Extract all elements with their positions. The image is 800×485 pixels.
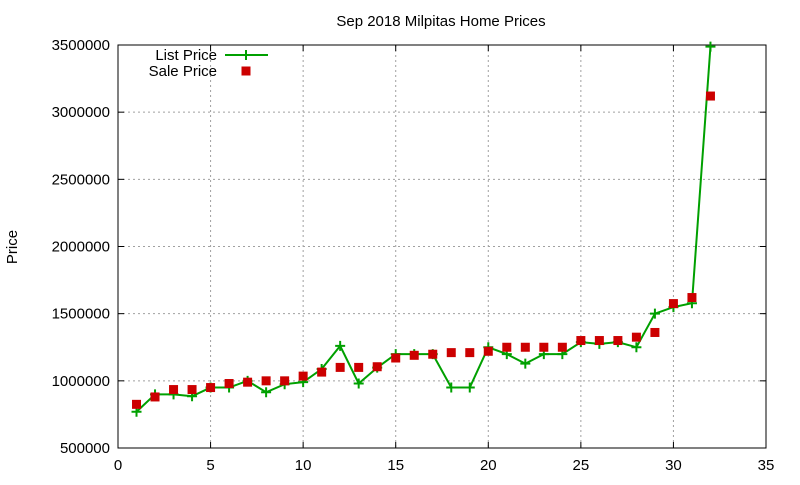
sale-price-point — [520, 342, 530, 352]
list-price-point — [705, 41, 716, 52]
list-price-point — [353, 378, 364, 389]
sale-price-point — [354, 362, 364, 372]
sale-price-point — [668, 299, 678, 309]
list-price-point — [631, 342, 642, 353]
sale-price-point — [446, 348, 456, 358]
y-tick-label: 2500000 — [52, 171, 110, 188]
sale-price-point — [631, 332, 641, 342]
sale-price-point — [150, 392, 160, 402]
x-tick-label: 35 — [758, 457, 775, 474]
y-tick-label: 1000000 — [52, 373, 110, 390]
list-price-point — [335, 340, 346, 351]
x-tick-label: 10 — [295, 457, 312, 474]
sale-price-point — [465, 348, 475, 358]
x-tick-label: 30 — [665, 457, 682, 474]
x-tick-label: 20 — [480, 457, 497, 474]
sale-price-point — [557, 342, 567, 352]
x-tick-label: 15 — [387, 457, 404, 474]
sale-price-point — [391, 353, 401, 363]
list-price-point — [261, 387, 272, 398]
legend-label-list-price: List Price — [155, 47, 217, 64]
sale-price-point — [613, 336, 623, 346]
sale-price-point — [409, 350, 419, 360]
x-tick-label: 25 — [573, 457, 590, 474]
list-price-line — [135, 46, 712, 413]
sale-price-point — [372, 362, 382, 372]
sale-price-point — [187, 385, 197, 395]
sale-price-point — [576, 336, 586, 346]
legend: List Price Sale Price — [149, 47, 268, 80]
legend-marker-sale-price — [241, 66, 251, 76]
sale-price-point — [539, 342, 549, 352]
sale-price-point — [317, 367, 327, 377]
sale-price-point — [224, 379, 234, 389]
plot-frame — [117, 44, 767, 449]
legend-label-sale-price: Sale Price — [149, 63, 217, 80]
y-axis-label: Price — [4, 230, 21, 264]
chart-title: Sep 2018 Milpitas Home Prices — [336, 13, 545, 30]
y-tick-label: 500000 — [60, 440, 110, 457]
sale-price-point — [483, 346, 493, 356]
sale-price-point — [335, 362, 345, 372]
list-price-point — [520, 358, 531, 369]
sale-price-point — [280, 376, 290, 386]
sale-price-point — [502, 342, 512, 352]
y-tick-label: 2000000 — [52, 239, 110, 256]
list-price-point — [464, 382, 475, 393]
sale-price-point — [206, 383, 216, 393]
sale-price-point — [243, 377, 253, 387]
sale-price-point — [298, 371, 308, 381]
x-tick-label: 0 — [114, 457, 122, 474]
sale-price-point — [261, 376, 271, 386]
sale-price-point — [169, 385, 179, 395]
sale-price-point — [428, 349, 438, 359]
y-tick-label: 1500000 — [52, 306, 110, 323]
sale-price-point — [594, 336, 604, 346]
list-price-point — [649, 308, 660, 319]
y-tick-label: 3500000 — [52, 37, 110, 54]
sale-price-point — [705, 91, 715, 101]
sale-price-point — [132, 399, 142, 409]
legend-marker-list-price — [241, 50, 251, 60]
sale-price-point — [650, 327, 660, 337]
x-tick-label: 5 — [206, 457, 214, 474]
sale-price-point — [687, 293, 697, 303]
list-price-point — [446, 382, 457, 393]
y-tick-label: 3000000 — [52, 104, 110, 121]
